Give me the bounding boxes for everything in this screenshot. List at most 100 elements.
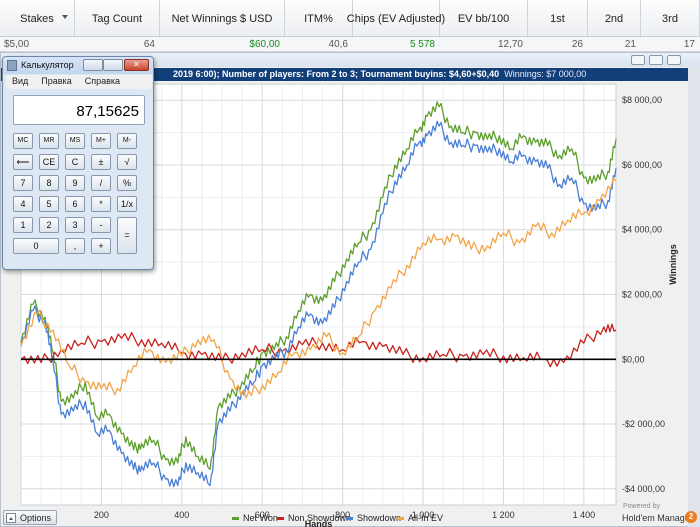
calc-key[interactable]: 6 (65, 196, 85, 212)
stats-cell: 17 (683, 39, 695, 50)
menu-edit[interactable]: Правка (41, 76, 72, 86)
y-tick-label: -$2 000,00 (622, 419, 665, 429)
legend-item[interactable]: Showdown (346, 513, 401, 523)
menu-view[interactable]: Вид (12, 76, 29, 86)
calc-key[interactable]: = (117, 217, 137, 254)
brand-logo-icon: 2 (685, 511, 697, 523)
legend-item[interactable]: All-In EV (397, 513, 443, 523)
column-header-label: EV bb/100 (457, 12, 510, 25)
calculator-window[interactable]: Калькулятор ✕ Вид Правка Справка 87,1562… (2, 56, 154, 270)
calc-key[interactable]: MR (39, 133, 59, 149)
column-header-7[interactable]: 2nd (588, 0, 641, 37)
calc-key[interactable]: C (65, 154, 85, 170)
column-header-label: 2nd (604, 12, 624, 25)
close-icon[interactable] (667, 55, 681, 65)
menu-help[interactable]: Справка (84, 76, 121, 86)
column-header-5[interactable]: EV bb/100 (440, 0, 528, 37)
calc-key[interactable]: M+ (91, 133, 111, 149)
calc-maximize-icon[interactable] (103, 59, 123, 71)
y-tick-label: $6 000,00 (622, 160, 662, 170)
legend-item[interactable]: Non Showdown (277, 513, 351, 523)
calculator-title: Калькулятор (21, 60, 74, 70)
calc-key[interactable]: MC (13, 133, 33, 149)
calc-key[interactable]: ± (91, 154, 111, 170)
calc-key[interactable]: ⟵ (13, 154, 33, 170)
calc-key[interactable]: * (91, 196, 111, 212)
legend-label: Net Won (243, 513, 278, 523)
series-line-non-showdown (20, 323, 617, 368)
column-header-3[interactable]: ITM% (285, 0, 353, 37)
calculator-body: 87,15625 MC MR MS M+ M- ⟵ CE C ± √ 7 8 9 /% 4 5 6 * 1/x 1 2 3… (6, 89, 152, 267)
legend-label: Non Showdown (288, 513, 352, 523)
stats-cell: 64 (143, 39, 155, 50)
legend-label: All-In EV (408, 513, 444, 523)
x-tick-label: 1 200 (492, 510, 515, 520)
calc-key[interactable]: 3 (65, 217, 85, 233)
calculator-icon (7, 60, 17, 71)
calc-key[interactable]: 1/x (117, 196, 137, 212)
x-tick-label: 1 400 (573, 510, 596, 520)
graph-titlebar (1, 53, 700, 67)
stats-cell: $5,00 (4, 39, 30, 50)
stats-cell: 26 (571, 39, 583, 50)
calc-key[interactable]: 8 (39, 175, 59, 191)
calc-close-icon[interactable]: ✕ (124, 59, 149, 71)
column-header-4[interactable]: Chips (EV Adjusted) (347, 0, 445, 37)
filter-text: 2019 6:00); Number of players: From 2 to… (173, 69, 500, 79)
graph-filter-info: 2019 6:00); Number of players: From 2 to… (1, 68, 700, 81)
x-tick-label: 800 (335, 510, 350, 520)
winnings-text: Winnings: $7 000,00 (504, 69, 587, 79)
column-header-1[interactable]: Tag Count (75, 0, 160, 37)
legend-item[interactable]: Net Won (232, 513, 278, 523)
legend-label: Showdown (357, 513, 402, 523)
calc-key[interactable]: + (91, 238, 111, 254)
stats-cell: 12,70 (497, 39, 523, 50)
y-tick-label: $8 000,00 (622, 95, 662, 105)
column-header-label: Net Winnings $ USD (171, 12, 273, 25)
calc-key[interactable]: / (91, 175, 111, 191)
stats-cell: $60,00 (249, 39, 280, 50)
legend-swatch (346, 516, 353, 520)
calc-key[interactable]: , (65, 238, 85, 254)
calc-key[interactable]: 1 (13, 217, 33, 233)
column-header-2[interactable]: Net Winnings $ USD (160, 0, 285, 37)
legend-swatch (397, 516, 404, 520)
calc-key[interactable]: 5 (39, 196, 59, 212)
options-label: Options (20, 512, 52, 523)
column-header-label: 1st (550, 12, 565, 25)
calc-key[interactable]: √ (117, 154, 137, 170)
brand-name: Hold'em Manager (622, 513, 693, 523)
legend-swatch (277, 516, 284, 520)
chevron-down-icon[interactable] (62, 15, 68, 19)
options-button[interactable]: Options (3, 510, 57, 525)
calc-key[interactable]: 7 (13, 175, 33, 191)
calc-key[interactable]: M- (117, 133, 137, 149)
column-header-8[interactable]: 3rd (641, 0, 700, 37)
calc-key[interactable]: - (91, 217, 111, 233)
stats-cell: 40,6 (328, 39, 348, 50)
calc-key[interactable]: 4 (13, 196, 33, 212)
x-tick-label: 200 (94, 510, 109, 520)
calculator-titlebar[interactable]: Калькулятор ✕ (3, 57, 153, 74)
calc-key[interactable]: % (117, 175, 137, 191)
calc-minimize-icon[interactable] (83, 59, 103, 71)
options-icon (6, 512, 16, 523)
x-axis-label: Hands (305, 519, 333, 527)
calculator-menu: Вид Правка Справка (6, 75, 152, 89)
column-header-label: 3rd (662, 12, 678, 25)
x-tick-label: 1 000 (412, 510, 435, 520)
calc-key[interactable]: 2 (39, 217, 59, 233)
calc-key[interactable]: CE (39, 154, 59, 170)
series-line-net-won (20, 101, 617, 471)
calc-key[interactable]: MS (65, 133, 85, 149)
column-header-6[interactable]: 1st (528, 0, 588, 37)
minimize-icon[interactable] (631, 55, 645, 65)
maximize-icon[interactable] (649, 55, 663, 65)
stats-cell: 21 (624, 39, 636, 50)
calc-key[interactable]: 0 (13, 238, 59, 254)
column-header-label: Stakes (20, 12, 54, 25)
stats-cell: 5 578 (409, 39, 435, 50)
column-header-0[interactable]: Stakes (0, 0, 75, 37)
calculator-display: 87,15625 (13, 95, 145, 125)
calc-key[interactable]: 9 (65, 175, 85, 191)
